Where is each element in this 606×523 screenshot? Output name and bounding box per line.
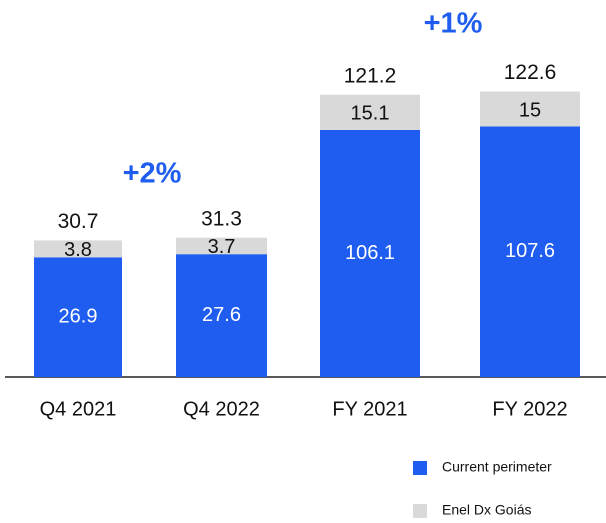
total-label: 30.7 [58,210,99,233]
bar-segment [176,237,267,255]
value-label: 107.6 [505,240,555,262]
bar-segment [320,129,420,377]
legend-swatch [413,461,427,475]
total-label: 122.6 [504,61,557,84]
legend-swatch [413,504,427,518]
total-label: 31.3 [201,207,242,230]
x-tick-label: Q4 2022 [183,398,260,420]
value-label: 3.8 [64,239,92,261]
bar-segment [34,257,122,377]
annotation: +1% [424,8,483,40]
bar-segment [320,94,420,130]
value-label: 3.7 [208,236,236,258]
value-label: 26.9 [59,305,98,327]
value-label: 27.6 [202,304,241,326]
value-label: 15 [519,99,541,121]
x-tick-label: FY 2022 [492,398,567,420]
x-tick-label: FY 2021 [332,398,407,420]
bar-segment [34,240,122,258]
bar-segment [176,254,267,377]
value-label: 106.1 [345,242,395,264]
bar-segment [480,91,580,127]
legend-label: Enel Dx Goiás [442,502,531,518]
legend-label: Current perimeter [442,459,552,475]
x-tick-label: Q4 2021 [40,398,117,420]
total-label: 121.2 [344,64,397,87]
value-label: 15.1 [351,103,390,125]
annotation: +2% [123,158,182,190]
bar-segment [480,126,580,378]
